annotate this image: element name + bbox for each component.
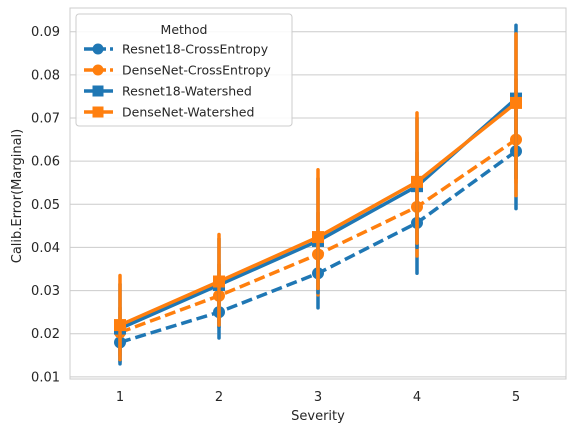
x-axis-label: Severity [291, 409, 345, 424]
x-tick-label: 3 [314, 390, 322, 405]
legend-box [75, 13, 293, 127]
legend-title: Method [161, 22, 208, 37]
y-tick-label: 0.08 [31, 68, 60, 83]
series-densenet-watershed [114, 32, 522, 362]
y-tick-label: 0.03 [31, 284, 60, 299]
legend-label: DenseNet-Watershed [122, 105, 254, 120]
x-tick-label: 4 [413, 390, 421, 405]
legend-marker [92, 85, 104, 97]
data-point [213, 275, 225, 288]
axes-layer: 0.01 0.02 0.03 0.04 0.05 0.06 0.07 0.08 0.09 1 2 3 4… [31, 25, 520, 405]
legend-item: Resnet18-Watershed [84, 84, 252, 99]
legend-item: DenseNet-Watershed [84, 105, 254, 120]
data-point [411, 175, 423, 188]
legend-item: DenseNet-CrossEntropy [84, 63, 271, 78]
y-tick-label: 0.04 [31, 241, 60, 256]
legend-entries: Resnet18-CrossEntropy DenseNet-CrossEntro… [84, 42, 271, 120]
legend-label: Resnet18-CrossEntropy [122, 42, 269, 57]
legend-item: Resnet18-CrossEntropy [84, 42, 269, 57]
data-point [510, 96, 522, 109]
data-point [312, 231, 324, 244]
legend-marker [92, 64, 104, 76]
y-tick-label: 0.05 [31, 198, 60, 213]
data-point [114, 319, 126, 332]
legend-label: DenseNet-CrossEntropy [122, 63, 271, 78]
x-tick-label: 5 [512, 390, 520, 405]
y-tick-label: 0.09 [31, 25, 60, 40]
series-layer [114, 23, 522, 366]
legend-marker [92, 106, 104, 118]
plot-frame [69, 7, 567, 380]
y-axis-label: Calib.Error(Marginal) [10, 129, 25, 263]
y-tick-label: 0.02 [31, 327, 60, 342]
y-tick-label: 0.06 [31, 155, 60, 170]
legend-label: Resnet18-Watershed [122, 84, 252, 99]
x-tick-label: 2 [215, 390, 223, 405]
legend-marker [92, 43, 104, 55]
plot-area-border [69, 7, 567, 380]
legend: Method Resnet18-CrossEntropy DenseNet-Cro… [75, 13, 293, 127]
y-tick-label: 0.07 [31, 112, 60, 127]
y-tick-label: 0.01 [31, 370, 60, 385]
x-tick-label: 1 [116, 390, 124, 405]
